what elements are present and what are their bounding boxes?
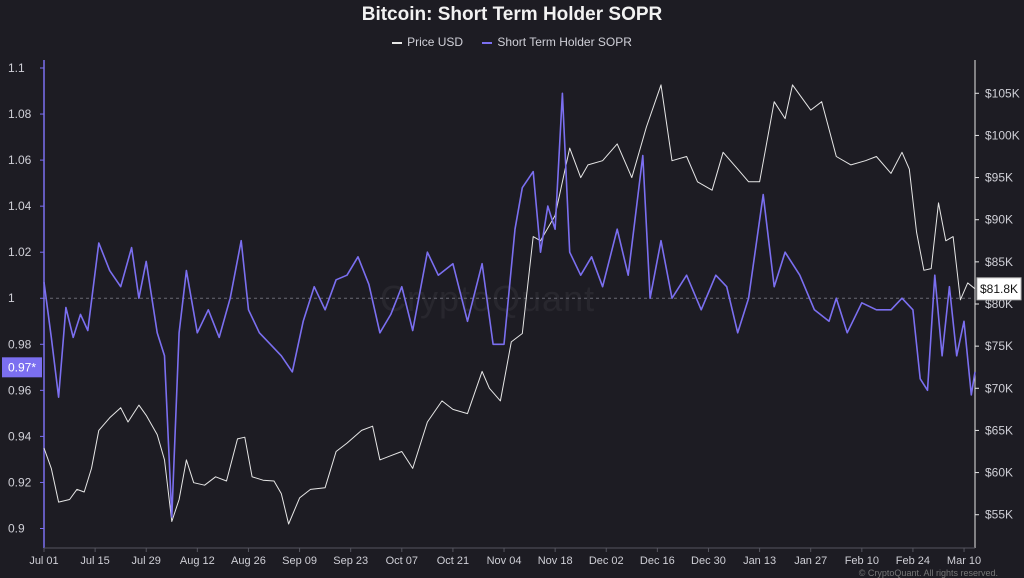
x-tick-label: Mar 10 (947, 555, 981, 567)
legend-label-price: Price USD (407, 35, 464, 49)
left-tick-label: 0.94 (8, 429, 32, 443)
x-tick-label: Feb 24 (896, 555, 930, 567)
chart-legend: Price USD Short Term Holder SOPR (0, 35, 1024, 49)
sopr-line (43, 92, 976, 518)
x-tick-label: Oct 07 (386, 555, 418, 567)
right-tick-label: $95K (985, 171, 1013, 185)
current-price-badge (976, 277, 1022, 301)
legend-item-price[interactable]: Price USD (392, 35, 463, 49)
x-tick-label: Feb 10 (845, 555, 879, 567)
x-tick-label: Oct 21 (437, 555, 469, 567)
x-tick-label: Jul 15 (80, 555, 109, 567)
left-tick-label: 1.04 (8, 199, 32, 213)
x-tick-label: Nov 18 (538, 555, 573, 567)
x-tick-label: Aug 26 (231, 555, 266, 567)
legend-label-sopr: Short Term Holder SOPR (497, 35, 632, 49)
chart-title: Bitcoin: Short Term Holder SOPR (361, 4, 663, 25)
legend-swatch-sopr (482, 41, 493, 44)
right-tick-label: $105K (985, 86, 1020, 100)
right-tick-label: $85K (985, 255, 1013, 269)
price-usd-line (43, 84, 976, 525)
left-tick-label: 0.96 (8, 383, 32, 397)
x-tick-label: Dec 30 (691, 555, 726, 567)
current-sopr-label: 0.97* (8, 360, 36, 374)
right-tick-label: $100K (985, 128, 1020, 142)
copyright-text: © CryptoQuant. All rights reserved. (858, 568, 998, 578)
x-tick-label: Jul 29 (132, 555, 161, 567)
x-tick-label: Dec 02 (589, 555, 624, 567)
left-tick-label: 1.06 (8, 153, 32, 167)
current-sopr-badge (2, 357, 42, 378)
left-tick-label: 1.1 (8, 61, 25, 75)
x-tick-label: Sep 23 (333, 555, 368, 567)
left-tick-label: 1 (8, 291, 15, 305)
x-tick-label: Dec 16 (640, 555, 675, 567)
left-tick-label: 0.98 (8, 337, 32, 351)
left-tick-label: 1.02 (8, 245, 32, 259)
legend-swatch-price (392, 41, 403, 44)
x-tick-label: Sep 09 (282, 555, 317, 567)
x-tick-label: Jan 13 (743, 555, 776, 567)
left-tick-label: 0.92 (8, 475, 32, 489)
x-tick-label: Jan 27 (794, 555, 827, 567)
left-tick-label: 1.08 (8, 107, 32, 121)
right-tick-label: $75K (985, 339, 1013, 353)
right-tick-label: $60K (985, 466, 1013, 480)
current-price-label: $81.8K (980, 282, 1018, 296)
right-tick-label: $55K (985, 508, 1013, 522)
right-tick-label: $80K (985, 297, 1013, 311)
right-tick-label: $70K (985, 381, 1013, 395)
right-tick-label: $90K (985, 213, 1013, 227)
left-tick-label: 0.9 (8, 521, 25, 535)
x-tick-label: Nov 04 (487, 555, 522, 567)
right-tick-label: $65K (985, 423, 1013, 437)
x-tick-label: Aug 12 (180, 555, 215, 567)
x-tick-label: Jul 01 (29, 555, 58, 567)
legend-item-sopr[interactable]: Short Term Holder SOPR (482, 35, 632, 49)
